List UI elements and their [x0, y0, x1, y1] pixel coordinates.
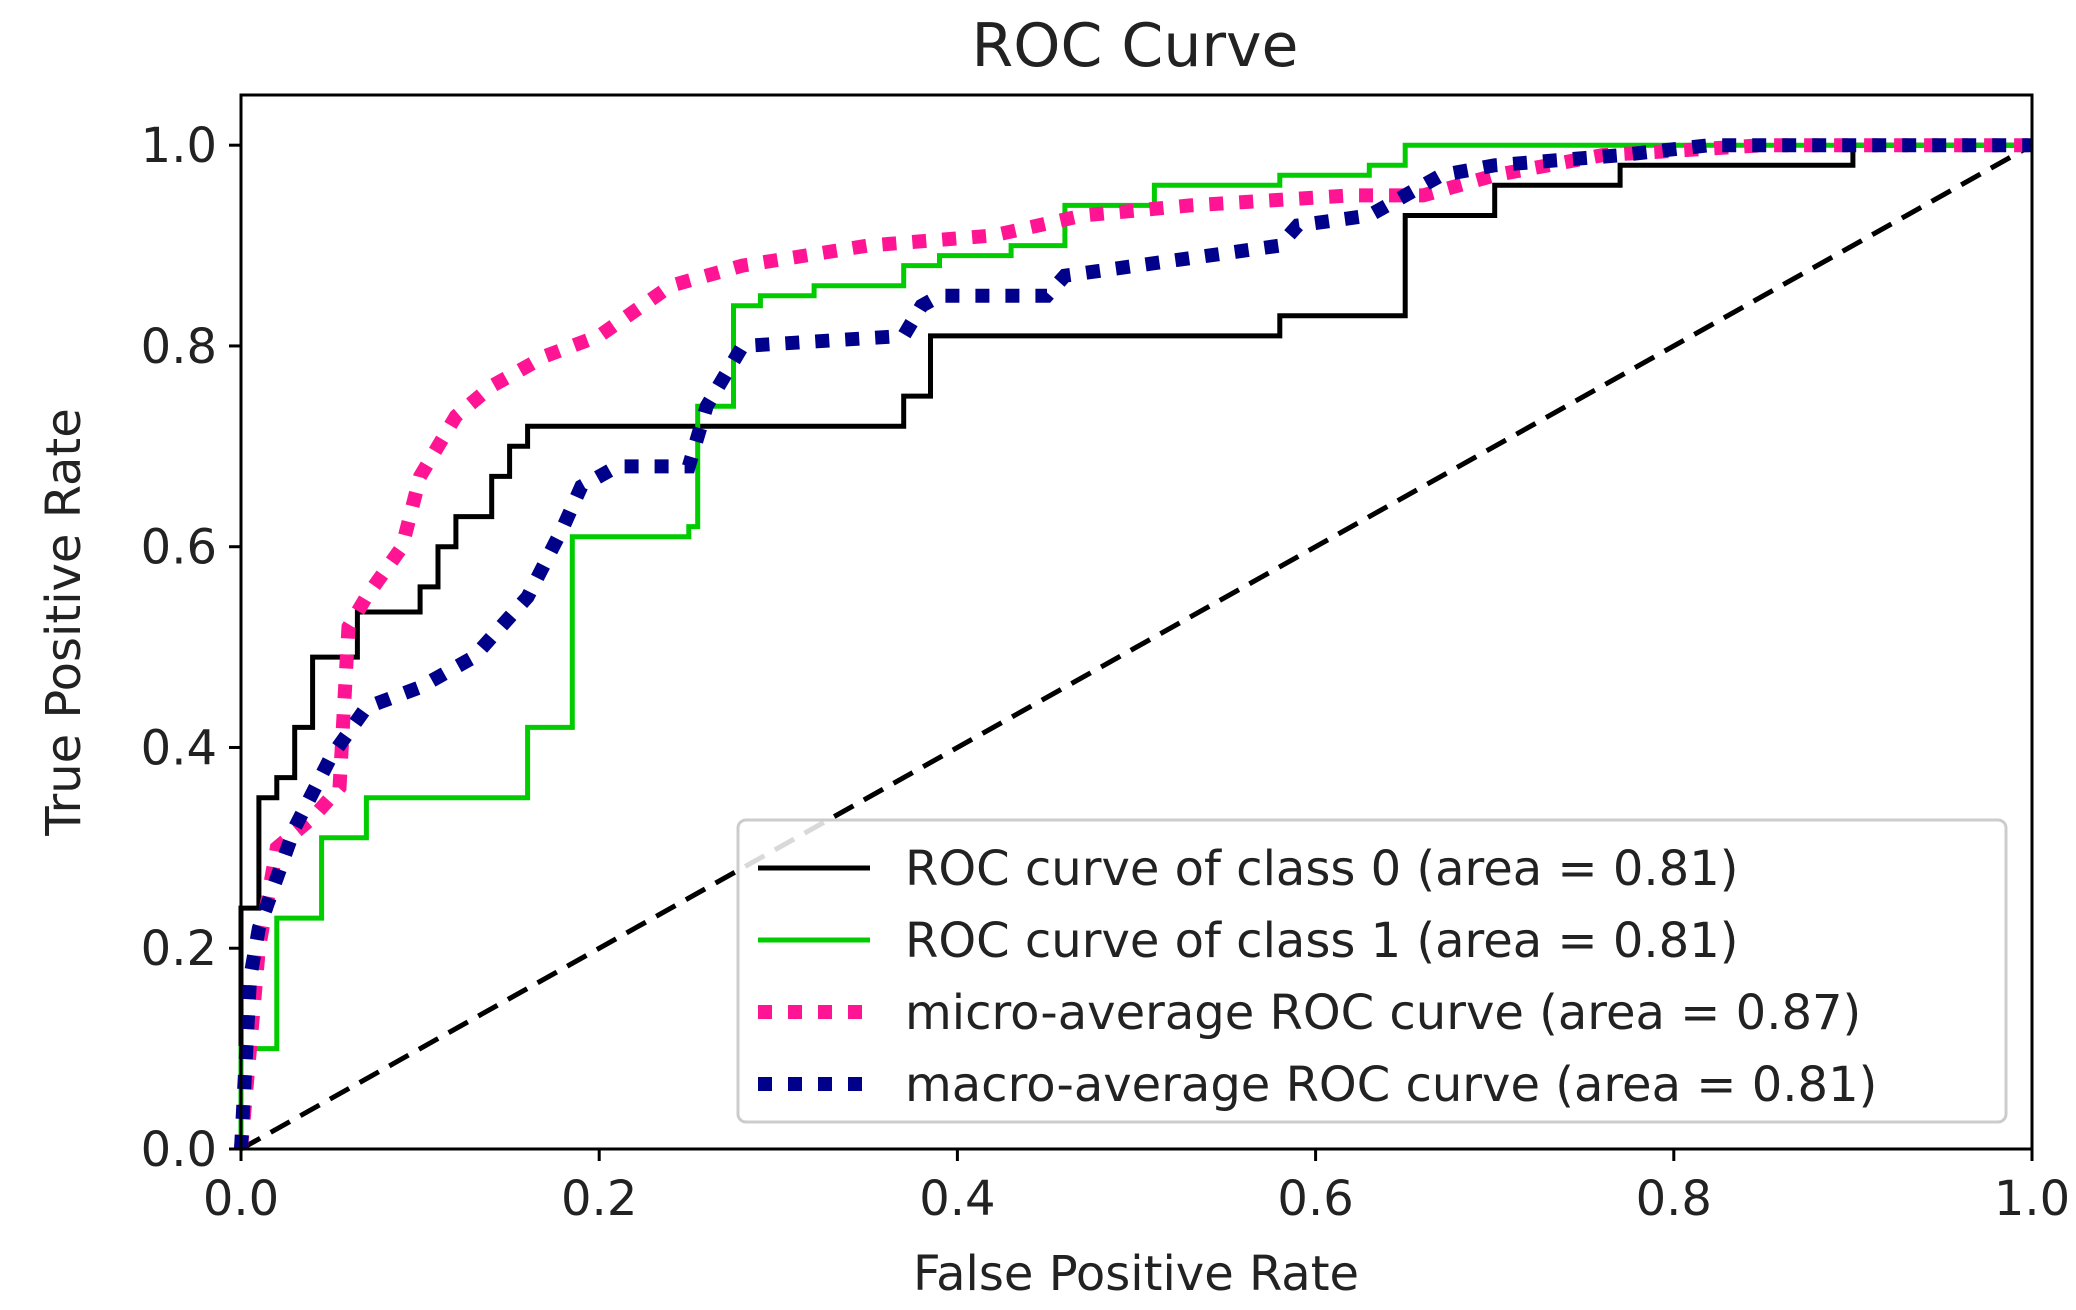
legend: ROC curve of class 0 (area = 0.81) ROC cu…	[736, 818, 2008, 1124]
legend-label: micro-average ROC curve (area = 0.87)	[905, 985, 1861, 1041]
x-axis-label: False Positive Rate	[913, 1246, 1359, 1302]
legend-label: ROC curve of class 1 (area = 0.81)	[905, 913, 1738, 969]
legend-label: macro-average ROC curve (area = 0.81)	[905, 1057, 1877, 1113]
series-line-chance-diagonal	[239, 143, 2034, 1152]
series-line-roc-curve-of-class-1-area-0-81	[238, 142, 2032, 1149]
series-line-roc-curve-of-class-0-area-0-81	[238, 142, 2032, 1149]
y-tick-label: 0.6	[141, 520, 217, 576]
ticks-layer: 0.0 0.2 0.4 0.6 0.8 1.0 0.0 0.2 0.4 0.6 0.8 1.0	[141, 118, 2071, 1227]
x-tick-label: 0.8	[1636, 1171, 1712, 1227]
y-tick-label: 0.4	[141, 720, 217, 776]
plot-frame	[239, 93, 2034, 1151]
x-tick-label: 0.2	[561, 1171, 637, 1227]
series-line-macro-average-roc-curve-area-0-81	[234, 138, 2032, 1150]
y-tick-label: 0.8	[141, 319, 217, 375]
series-layer	[234, 138, 2034, 1152]
x-tick-label: 1.0	[1994, 1171, 2070, 1227]
y-tick-label: 0.2	[141, 921, 217, 977]
x-tick-label: 0.6	[1277, 1171, 1353, 1227]
y-axis-label: True Positive Rate	[36, 408, 92, 837]
y-tick-label: 0.0	[141, 1122, 217, 1178]
x-tick-label: 0.4	[919, 1171, 995, 1227]
legend-label: ROC curve of class 0 (area = 0.81)	[905, 841, 1738, 897]
chart-title: ROC Curve	[972, 11, 1299, 81]
x-tick-label: 0.0	[203, 1171, 279, 1227]
legend-items: ROC curve of class 0 (area = 0.81) ROC cu…	[758, 841, 1877, 1113]
y-tick-label: 1.0	[141, 118, 217, 174]
legend-box	[736, 818, 2008, 1124]
